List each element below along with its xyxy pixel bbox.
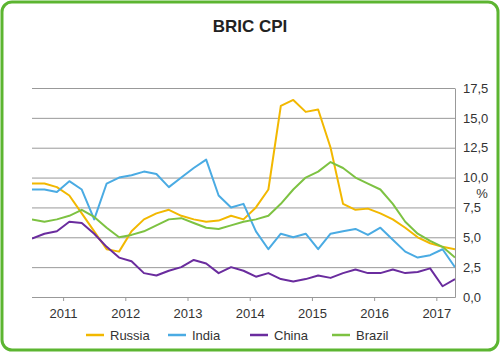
legend-swatch: [168, 334, 186, 337]
x-tick-mark: [63, 297, 64, 301]
legend-item: India: [168, 328, 221, 343]
legend-item: Russia: [86, 328, 151, 343]
series-line: [32, 162, 455, 258]
grid-line: [32, 267, 455, 268]
x-axis: 2011 2012 2013 2014 2015 2016 2017: [33, 297, 456, 321]
x-tick: 2011: [50, 297, 78, 321]
x-tick-label: 2011: [50, 306, 78, 321]
x-tick: 2017: [422, 297, 451, 321]
title: BRIC CPI: [213, 17, 288, 36]
y-tick-label: 0,0: [463, 290, 481, 305]
y-tick: 12,5: [32, 140, 488, 155]
y-tick-label: 5,0: [463, 230, 481, 245]
y-tick-label: 15,0: [463, 111, 488, 126]
series-line: [32, 160, 455, 267]
x-tick-label: 2012: [111, 306, 140, 321]
y-tick-label: 17,5: [463, 81, 488, 96]
legend-swatch: [332, 334, 350, 337]
legend-swatch: [250, 334, 268, 337]
series-line: [32, 100, 455, 252]
legend: Russia India China Brazil: [86, 328, 389, 343]
x-tick: 2012: [111, 297, 140, 321]
y-tick-label: 12,5: [463, 140, 488, 155]
series-line: [32, 222, 455, 286]
legend-label: India: [192, 328, 221, 343]
x-tick-mark: [125, 297, 126, 301]
x-tick: 2015: [298, 297, 327, 321]
series-group: [32, 100, 455, 286]
legend-swatch: [86, 334, 104, 337]
grid-line: [32, 148, 455, 149]
x-tick-mark: [374, 297, 375, 301]
legend-item: China: [250, 328, 309, 343]
x-tick-mark: [250, 297, 251, 301]
y-tick-label: 10,0: [463, 170, 488, 185]
x-tick: 2013: [174, 297, 203, 321]
grid-line: [32, 118, 455, 119]
legend-label: China: [274, 328, 309, 343]
x-tick-label: 2013: [174, 306, 203, 321]
y-tick-label: 7,5: [463, 200, 481, 215]
y-tick: 0,0: [32, 290, 481, 305]
y-tick: 17,5: [32, 81, 488, 96]
y-axis-title: %: [476, 186, 488, 201]
grid-line: [32, 178, 455, 179]
x-tick-mark: [312, 297, 313, 301]
plot: 0,0 2,5 5,0 7,5 10,0 12,5 15,0 17,5 2011 2012 2013…: [32, 81, 488, 322]
x-axis-line: [33, 297, 456, 298]
x-tick-label: 2015: [298, 306, 327, 321]
y-axis-line: [455, 89, 456, 298]
x-tick-label: 2014: [236, 306, 265, 321]
x-tick-mark: [436, 297, 437, 301]
chart: BRIC CPI 0,0 2,5 5,0 7,5 10,0 12,5 15,0 17,5 2011…: [0, 0, 500, 352]
x-tick: 2014: [236, 297, 265, 321]
y-tick: 15,0: [32, 111, 488, 126]
grid-line: [32, 297, 455, 298]
frame: [2, 2, 498, 350]
legend-label: Brazil: [356, 328, 389, 343]
grid-line: [32, 207, 455, 208]
x-tick-label: 2016: [360, 306, 389, 321]
legend-label: Russia: [110, 328, 151, 343]
x-tick-label: 2017: [422, 306, 451, 321]
legend-item: Brazil: [332, 328, 389, 343]
y-tick-label: 2,5: [463, 260, 481, 275]
x-tick-mark: [188, 297, 189, 301]
x-tick: 2016: [360, 297, 389, 321]
y-tick: 10,0: [32, 170, 488, 185]
grid-line: [32, 88, 455, 89]
y-axis: 0,0 2,5 5,0 7,5 10,0 12,5 15,0 17,5: [32, 81, 488, 305]
